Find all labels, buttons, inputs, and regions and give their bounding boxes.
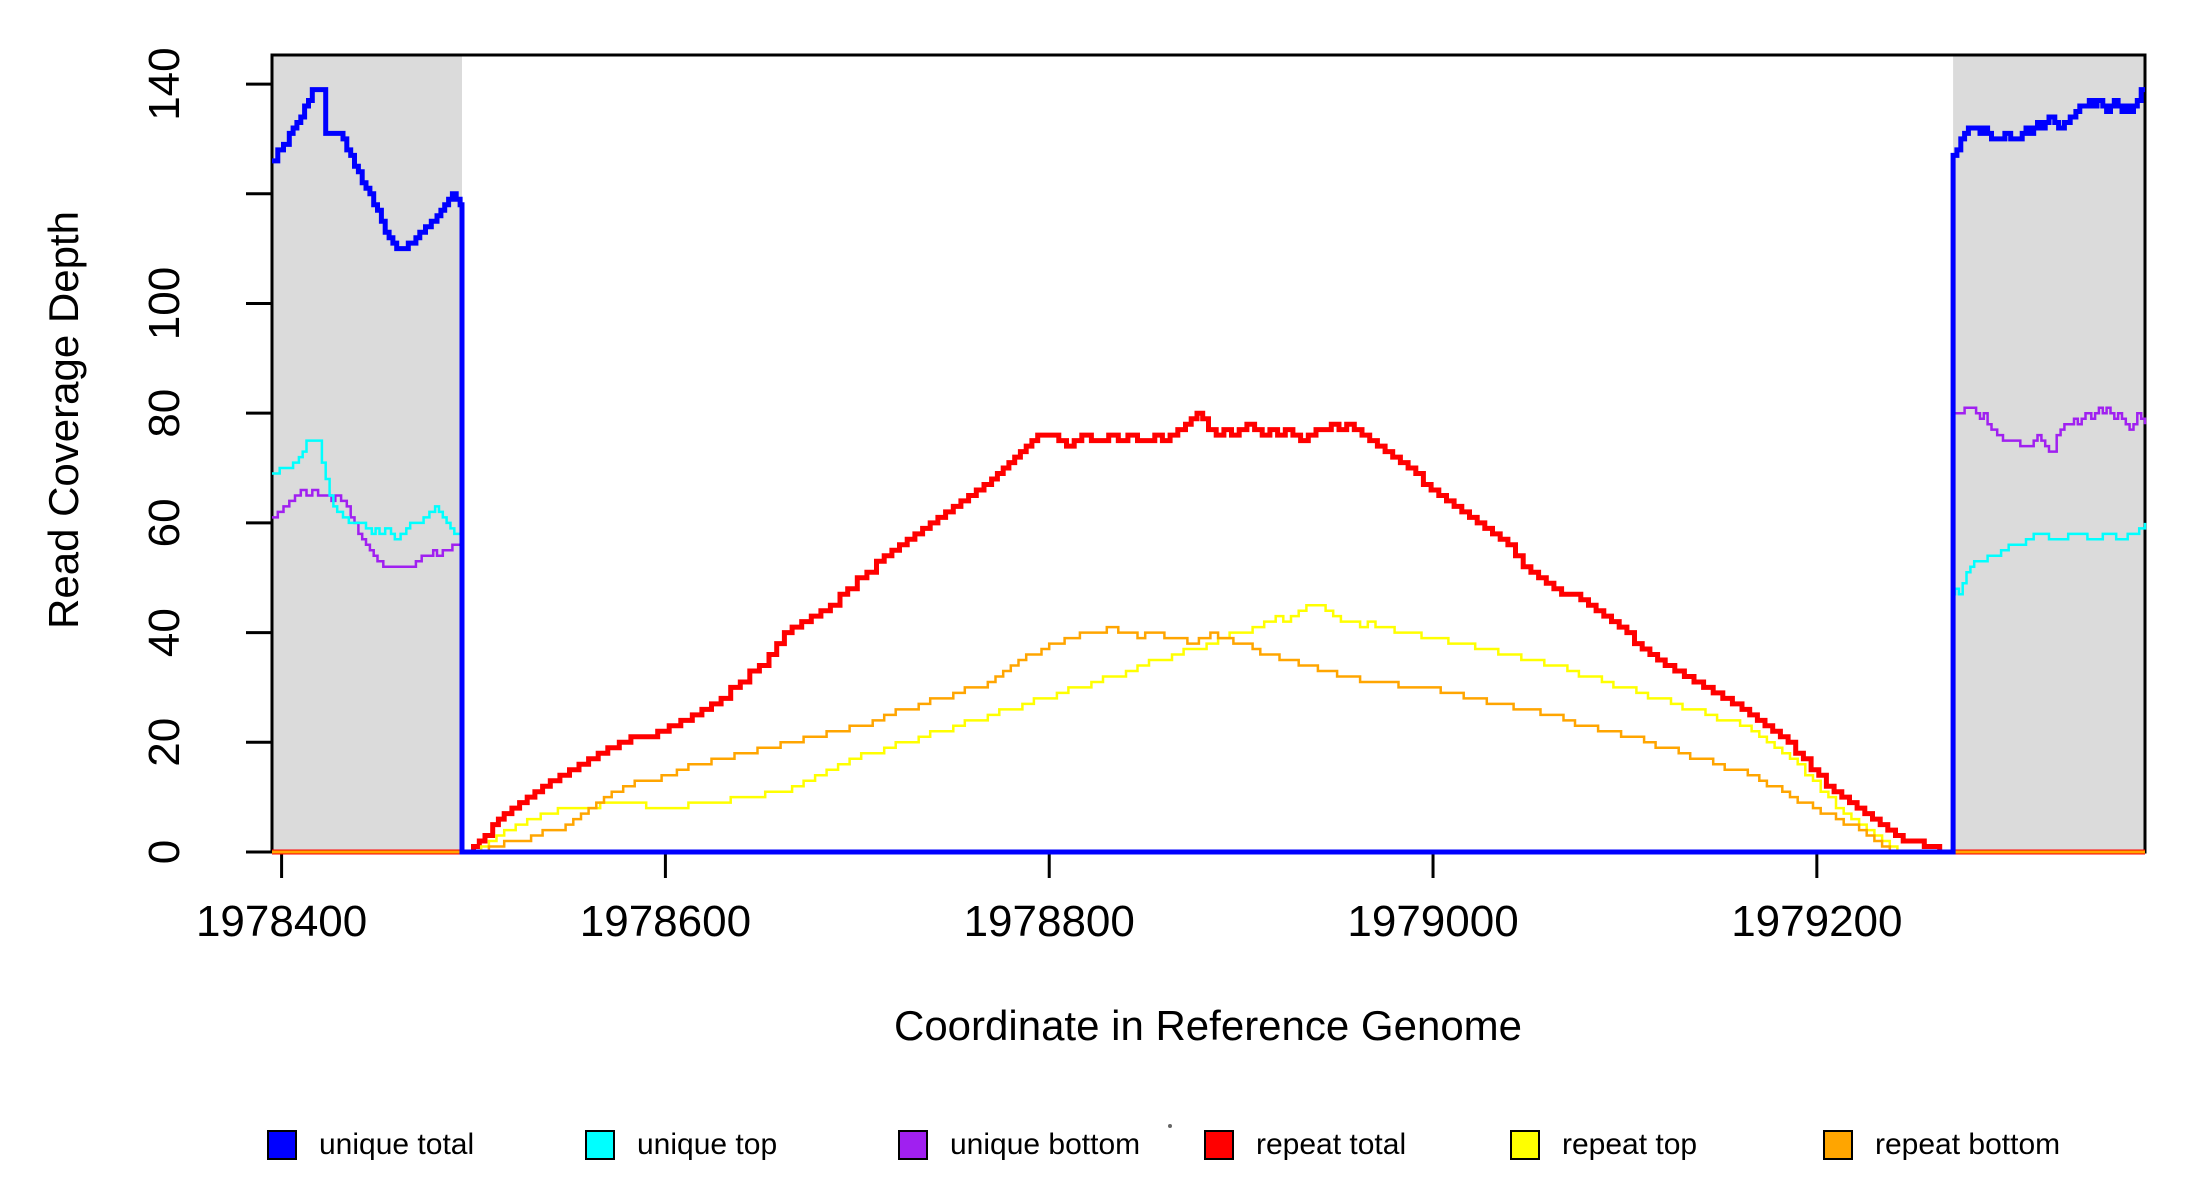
legend-label: repeat total	[1256, 1128, 1407, 1161]
series-unique-top-line	[272, 439, 2147, 854]
legend-label: unique top	[637, 1128, 778, 1161]
legend-label: unique bottom	[950, 1128, 1141, 1161]
legend-label: repeat bottom	[1875, 1128, 2061, 1161]
legend-item-repeat-total: repeat total	[1204, 1128, 1406, 1162]
series-lines	[272, 87, 2147, 855]
legend-swatch-unique-total	[267, 1130, 297, 1160]
series-unique-bottom-line	[272, 406, 2147, 854]
series-repeat-total-line	[272, 410, 2145, 855]
legend-swatch-unique-bottom	[898, 1130, 928, 1160]
legend-label: unique total	[319, 1128, 475, 1161]
y-tick-label: 60	[140, 498, 189, 547]
masked-regions	[272, 55, 2145, 852]
legend-label: repeat top	[1562, 1128, 1698, 1161]
masked-region-left	[272, 55, 462, 852]
x-tick-label: 1979000	[1347, 897, 1518, 946]
legend-swatch-unique-top	[585, 1130, 615, 1160]
legend-item-unique-total: unique total	[267, 1128, 474, 1162]
y-tick-label: 80	[140, 389, 189, 438]
y-tick-label: 140	[140, 47, 189, 120]
legend-item-repeat-top: repeat top	[1510, 1128, 1697, 1162]
masked-region-right	[1953, 55, 2145, 852]
legend-item-repeat-bottom: repeat bottom	[1823, 1128, 2060, 1162]
legend-item-unique-bottom: unique bottom	[898, 1128, 1140, 1162]
x-tick-label: 1979200	[1731, 897, 1902, 946]
y-axis-title: Read Coverage Depth	[40, 211, 87, 629]
y-tick-label: 100	[140, 267, 189, 340]
legend-swatch-repeat-bottom	[1823, 1130, 1853, 1160]
series-repeat-top-line	[272, 603, 2145, 854]
x-tick-label: 1978600	[580, 897, 751, 946]
legend-swatch-repeat-total	[1204, 1130, 1234, 1160]
legend-item-unique-top: unique top	[585, 1128, 777, 1162]
plot-border	[270, 53, 2147, 854]
legend-swatch-repeat-top	[1510, 1130, 1540, 1160]
legend: unique total unique top unique bottom repea…	[0, 0, 2200, 1161]
series-unique-total-line	[272, 87, 2145, 855]
y-tick-label: 40	[140, 608, 189, 657]
x-tick-label: 1978800	[964, 897, 1135, 946]
y-tick-label: 20	[140, 718, 189, 767]
y-tick-label: 0	[140, 840, 189, 864]
series-repeat-bottom-line	[272, 625, 2145, 854]
x-axis-title: Coordinate in Reference Genome	[894, 1002, 1522, 1049]
x-tick-label: 1978400	[196, 897, 367, 946]
stray-mark	[1168, 1124, 1172, 1128]
